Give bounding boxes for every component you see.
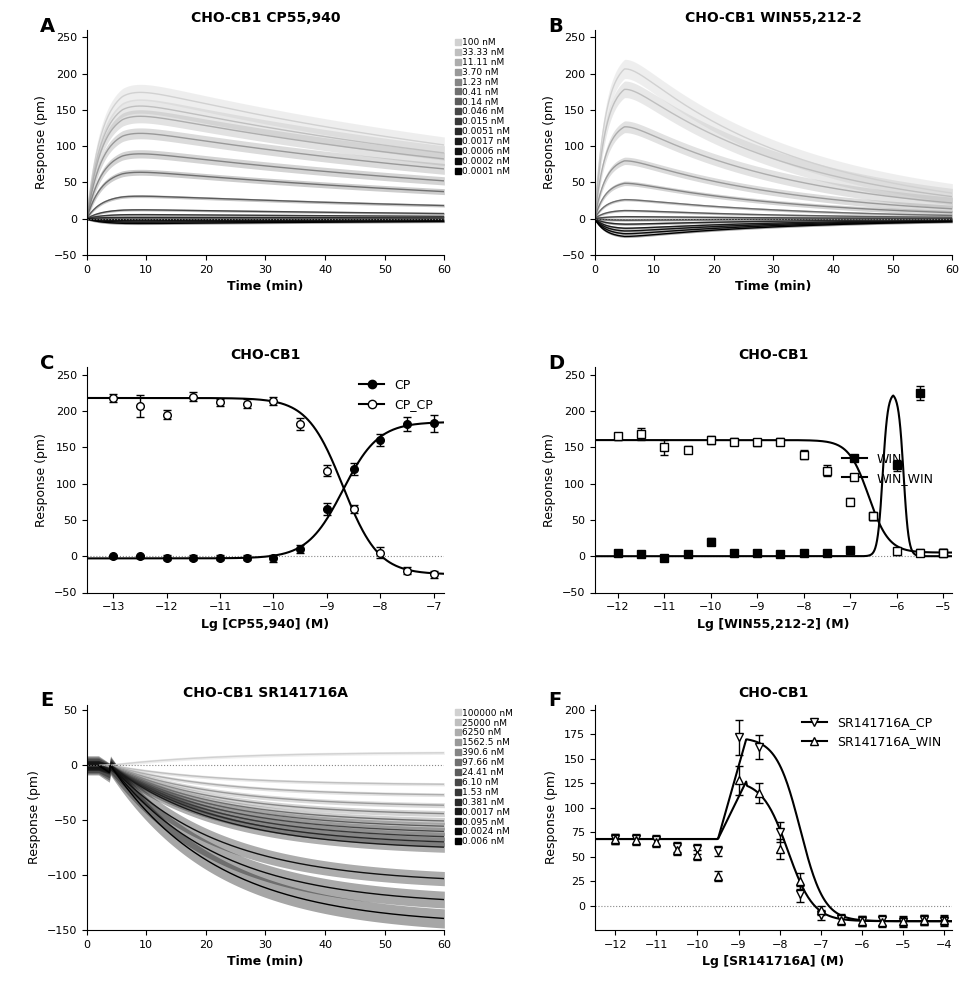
Y-axis label: Response (pm): Response (pm) <box>545 771 557 864</box>
Legend: SR141716A_CP, SR141716A_WIN: SR141716A_CP, SR141716A_WIN <box>796 711 946 754</box>
X-axis label: Lg [WIN55,212-2] (M): Lg [WIN55,212-2] (M) <box>697 618 849 631</box>
X-axis label: Time (min): Time (min) <box>227 280 304 293</box>
Title: CHO-CB1: CHO-CB1 <box>737 348 808 362</box>
Y-axis label: Response (pm): Response (pm) <box>542 433 555 527</box>
Legend: WIN, WIN_WIN: WIN, WIN_WIN <box>836 448 938 490</box>
Text: E: E <box>40 692 53 711</box>
Text: C: C <box>40 354 55 373</box>
Y-axis label: Response (pm): Response (pm) <box>35 433 48 527</box>
Legend: 100 nM, 33.33 nM, 11.11 nM, 3.70 nM, 1.23 nM, 0.41 nM, 0.14 nM, 0.046 nM, 0.015 : 100 nM, 33.33 nM, 11.11 nM, 3.70 nM, 1.2… <box>452 35 513 179</box>
Title: CHO-CB1 CP55,940: CHO-CB1 CP55,940 <box>190 11 340 25</box>
Y-axis label: Response (pm): Response (pm) <box>28 771 41 864</box>
X-axis label: Time (min): Time (min) <box>734 280 811 293</box>
Legend: CP, CP_CP: CP, CP_CP <box>354 374 437 416</box>
Y-axis label: Response (pm): Response (pm) <box>35 96 48 189</box>
Title: CHO-CB1: CHO-CB1 <box>230 348 301 362</box>
Text: A: A <box>40 16 55 35</box>
Text: F: F <box>548 692 561 711</box>
X-axis label: Time (min): Time (min) <box>227 955 304 968</box>
Text: D: D <box>548 354 564 373</box>
Title: CHO-CB1: CHO-CB1 <box>737 686 808 700</box>
Title: CHO-CB1 WIN55,212-2: CHO-CB1 WIN55,212-2 <box>684 11 861 25</box>
Text: B: B <box>548 16 562 35</box>
X-axis label: Lg [SR141716A] (M): Lg [SR141716A] (M) <box>702 955 844 968</box>
X-axis label: Lg [CP55,940] (M): Lg [CP55,940] (M) <box>201 618 330 631</box>
Title: CHO-CB1 SR141716A: CHO-CB1 SR141716A <box>183 686 348 700</box>
Y-axis label: Response (pm): Response (pm) <box>542 96 555 189</box>
Legend: 5000 nM, 1667 nM, 555.6 nM, 185.2 nM, 61.73 nM, 20.58 nM, 6.89 nM, 2.29 nM, 0.76: 5000 nM, 1667 nM, 555.6 nM, 185.2 nM, 61… <box>959 35 961 179</box>
Legend: 100000 nM, 25000 nM, 6250 nM, 1562.5 nM, 390.6 nM, 97.66 nM, 24.41 nM, 6.10 nM, : 100000 nM, 25000 nM, 6250 nM, 1562.5 nM,… <box>452 705 516 850</box>
